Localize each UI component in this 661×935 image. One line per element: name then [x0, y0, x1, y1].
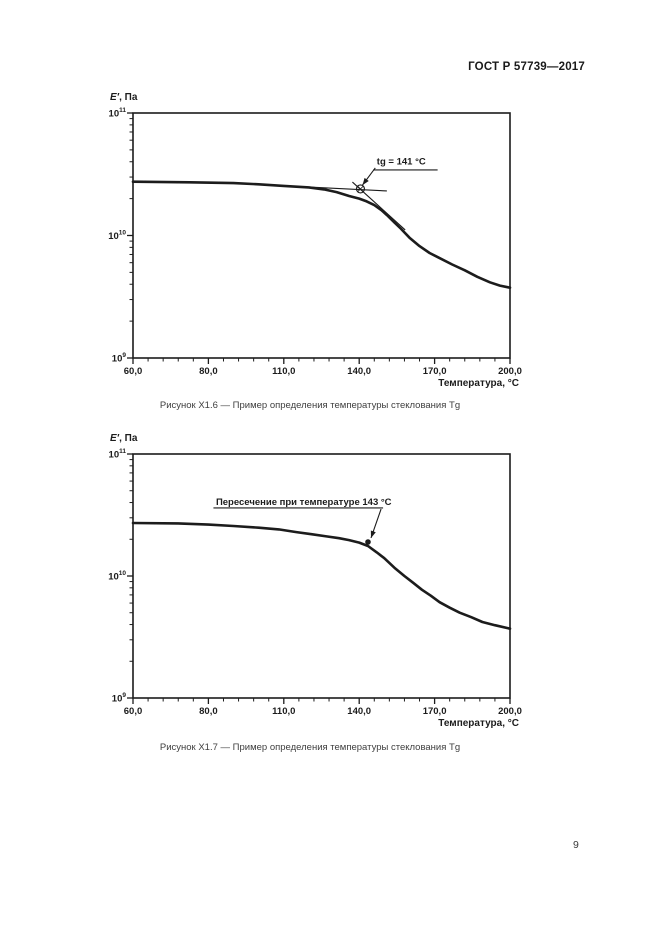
plot-border [132, 112, 511, 359]
storage-modulus-curve [131, 521, 512, 631]
figure-x16-chart: 60,0 80,0 110,0 140,0 170,0 200,0 1011 1010 109 Т… [108, 92, 522, 389]
y-tick-label: 109 [112, 352, 127, 365]
x-tick-label: 170,0 [423, 706, 447, 717]
document-header: ГОСТ Р 57739—2017 [468, 61, 585, 73]
x-axis-title: Температура, °С [438, 718, 519, 729]
x-tick-label: 200,0 [498, 706, 522, 717]
x-tick-label: 60,0 [124, 706, 143, 717]
plot-border [132, 453, 511, 699]
x-tick-label: 80,0 [199, 366, 218, 377]
annotation-arrowhead [370, 530, 376, 538]
page-number: 9 [573, 839, 579, 851]
x-tick-label: 200,0 [498, 366, 522, 377]
storage-modulus-curve [131, 180, 512, 290]
x-tick-label: 140,0 [347, 706, 371, 717]
y-axis-title: E′, Па [110, 433, 138, 444]
y-tick-label: 1011 [109, 107, 127, 120]
y-tick-label: 1011 [109, 448, 127, 461]
x-tick-label: 80,0 [199, 706, 218, 717]
x-tick-label: 110,0 [272, 706, 295, 717]
y-tick-label: 1010 [108, 230, 126, 243]
y-axis-title: E′, Па [110, 92, 138, 103]
x-tick-label: 60,0 [124, 366, 143, 377]
intersection-marker [355, 184, 366, 194]
figure-x17-chart: 60,0 80,0 110,0 140,0 170,0 200,0 1011 1010 109 Т… [108, 433, 522, 729]
figure-x17-caption: Рисунок Х1.7 — Пример определения темпер… [159, 742, 461, 753]
annotation-label: Пересечение при температуре 143 °С [216, 497, 392, 508]
figure-x16-caption: Рисунок Х1.6 — Пример определения темпер… [159, 400, 461, 411]
y-tick-label: 1010 [108, 570, 126, 583]
x-tick-label: 110,0 [272, 366, 295, 377]
intersection-marker [365, 539, 371, 545]
annotation-arrowhead [362, 177, 369, 186]
x-axis-title: Температура, °С [438, 378, 519, 389]
annotation-label: tg = 141 °С [377, 156, 426, 167]
x-tick-label: 170,0 [423, 366, 447, 377]
x-tick-label: 140,0 [347, 366, 371, 377]
y-tick-label: 109 [112, 692, 127, 705]
